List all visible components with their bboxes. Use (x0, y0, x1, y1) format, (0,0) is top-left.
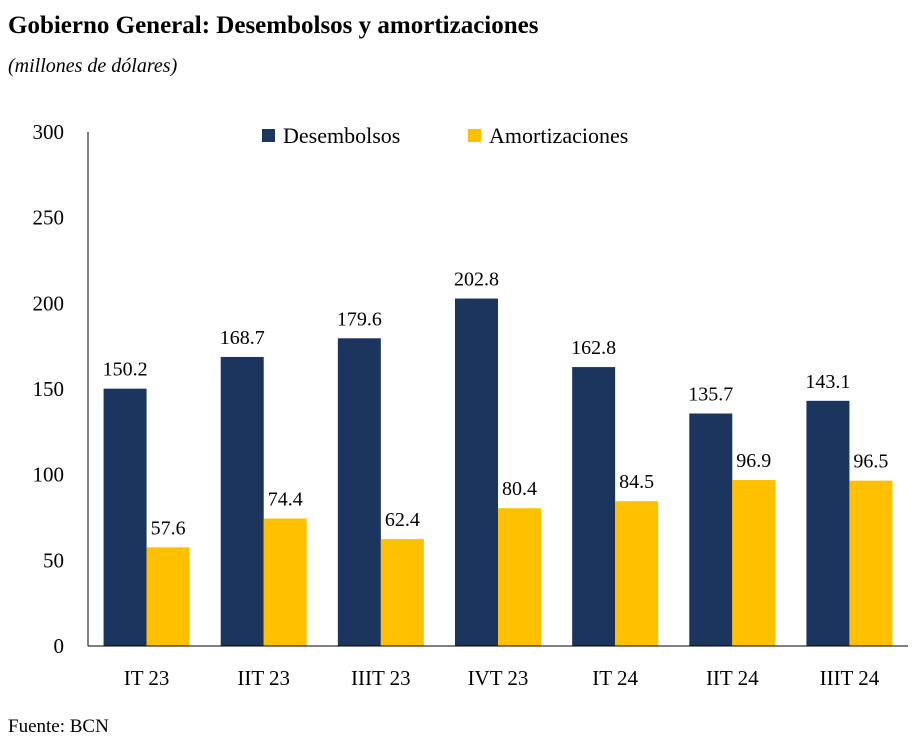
data-label: 162.8 (571, 337, 616, 359)
x-tick-label: IT 23 (124, 666, 170, 690)
bar-desembolsos (572, 367, 616, 646)
data-label: 74.4 (268, 489, 303, 511)
data-label: 150.2 (103, 359, 148, 381)
y-axis: 0 50 100 150 200 250 300 (33, 120, 89, 658)
y-tick-label: 250 (33, 206, 65, 230)
data-label: 62.4 (385, 509, 420, 531)
bar-desembolsos (220, 356, 264, 646)
data-label: 84.5 (619, 471, 654, 493)
x-tick-label: IIT 23 (237, 666, 290, 690)
legend-swatch-desembolsos (262, 129, 275, 142)
data-label: 143.1 (805, 371, 850, 393)
chart-subtitle: (millones de dólares) (8, 55, 178, 77)
x-axis: IT 23 IIT 23 IIIT 23 IVT 23 IT 24 IIT 24 IIIT … (88, 645, 908, 690)
bar-amortizaciones (146, 547, 190, 646)
bar-desembolsos (806, 400, 850, 646)
y-tick-label: 0 (54, 634, 65, 658)
data-labels: 150.2 57.6 168.7 74.4 179.6 62.4 202.8 80.4 162.… (103, 269, 889, 540)
bars (103, 298, 893, 646)
y-tick-label: 50 (43, 548, 64, 572)
data-label: 96.5 (853, 451, 888, 473)
data-label: 57.6 (151, 517, 186, 539)
bar-desembolsos (689, 413, 733, 646)
data-label: 135.7 (688, 384, 733, 406)
data-label: 96.9 (736, 450, 771, 472)
bar-desembolsos (337, 338, 381, 646)
bar-amortizaciones (263, 518, 307, 646)
bar-amortizaciones (380, 539, 424, 646)
x-tick-label: IT 24 (592, 666, 638, 690)
bar-desembolsos (455, 298, 498, 646)
y-tick-label: 200 (33, 291, 65, 315)
y-tick-label: 100 (33, 463, 65, 487)
chart-title: Gobierno General: Desembolsos y amortiza… (8, 12, 539, 39)
x-tick-label: IIIT 23 (351, 666, 411, 690)
bar-amortizaciones (849, 480, 893, 646)
bar-amortizaciones (732, 479, 776, 646)
bar-desembolsos (103, 388, 147, 646)
x-tick-label: IVT 23 (468, 666, 529, 690)
y-tick-label: 150 (33, 377, 65, 401)
bar-amortizaciones (615, 501, 659, 646)
legend-label: Desembolsos (283, 123, 400, 148)
y-tick-label: 300 (33, 120, 65, 144)
data-label: 179.6 (337, 308, 382, 330)
source-note: Fuente: BCN (8, 716, 109, 737)
legend-label: Amortizaciones (489, 123, 628, 148)
data-label: 168.7 (220, 327, 265, 349)
data-label: 80.4 (502, 478, 537, 500)
bar-amortizaciones (498, 508, 541, 646)
x-tick-label: IIIT 24 (820, 666, 880, 690)
legend-swatch-amortizaciones (468, 129, 481, 142)
legend: Desembolsos Amortizaciones (262, 123, 628, 148)
x-tick-label: IIT 24 (706, 666, 759, 690)
data-label: 202.8 (454, 269, 499, 291)
